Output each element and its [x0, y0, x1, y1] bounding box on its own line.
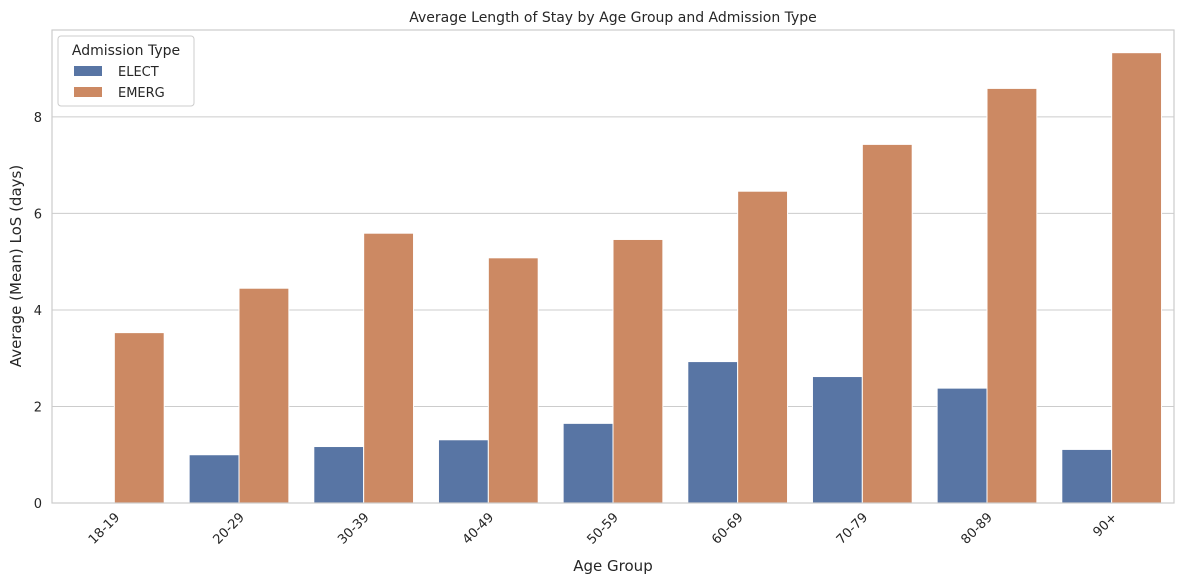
y-tick-label: 0	[34, 497, 42, 512]
bars	[113, 52, 1163, 504]
bar-emerg-50-59	[612, 238, 664, 504]
x-tick-label: 18-19	[86, 510, 123, 547]
y-axis-label: Average (Mean) LoS (days)	[7, 165, 25, 367]
bar-emerg-18-19	[113, 332, 165, 504]
bar-elect-40-49	[437, 439, 489, 504]
bar-elect-90+	[1061, 448, 1113, 504]
chart-title: Average Length of Stay by Age Group and …	[409, 10, 817, 26]
bar-emerg-80-89	[986, 87, 1038, 504]
y-tick-label: 2	[34, 400, 42, 415]
bar-emerg-20-29	[238, 287, 290, 504]
legend-label-emerg: EMERG	[118, 86, 165, 101]
x-axis-ticks: 18-19 20-29 30-39 40-49 50-59 60-69 70-79 80-89…	[86, 510, 1121, 547]
x-axis-label: Age Group	[573, 557, 652, 575]
bar-emerg-90+	[1111, 52, 1163, 504]
y-tick-label: 6	[34, 207, 42, 222]
bar-emerg-30-39	[363, 232, 415, 504]
x-tick-label: 20-29	[211, 510, 248, 547]
x-tick-label: 50-59	[585, 510, 622, 547]
bar-elect-80-89	[936, 387, 988, 504]
legend-swatch-elect	[74, 66, 102, 76]
bar-emerg-60-69	[737, 190, 789, 504]
x-tick-label: 90+	[1090, 510, 1120, 540]
x-tick-label: 70-79	[834, 510, 871, 547]
bar-emerg-40-49	[487, 257, 539, 504]
bar-elect-70-79	[811, 376, 863, 504]
bar-elect-50-59	[562, 422, 614, 504]
y-axis-ticks: 0 2 4 6 8	[34, 111, 42, 512]
bar-emerg-70-79	[861, 143, 913, 504]
bar-elect-60-69	[687, 361, 739, 504]
x-tick-label: 60-69	[709, 510, 746, 547]
y-tick-label: 4	[34, 304, 42, 319]
x-tick-label: 40-49	[460, 510, 497, 547]
y-tick-label: 8	[34, 111, 42, 126]
legend-label-elect: ELECT	[118, 65, 159, 80]
x-tick-label: 30-39	[335, 510, 372, 547]
plot-frame	[51, 29, 1175, 504]
bar-elect-30-39	[313, 446, 365, 504]
bar-elect-20-29	[188, 454, 240, 504]
x-tick-label: 80-89	[959, 510, 996, 547]
legend-title: Admission Type	[72, 43, 180, 59]
legend-swatch-emerg	[74, 87, 102, 97]
legend: Admission Type ELECT EMERG	[57, 35, 195, 107]
